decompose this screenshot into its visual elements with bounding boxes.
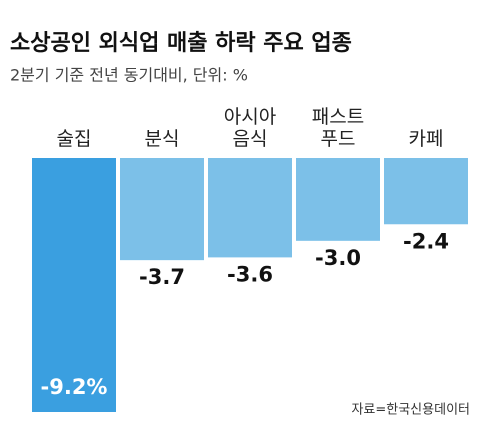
bar bbox=[120, 158, 204, 261]
value-label: -3.6 bbox=[227, 262, 273, 286]
chart-title: 소상공인 외식업 매출 하락 주요 업종 bbox=[10, 31, 352, 56]
bar bbox=[208, 158, 292, 258]
category-label: 술집 bbox=[56, 128, 92, 150]
category-label: 아시아 음식 bbox=[223, 106, 277, 150]
value-label: -9.2% bbox=[41, 375, 108, 399]
chart-subtitle: 2분기 기준 전년 동기대비, 단위: % bbox=[10, 66, 248, 85]
value-label: -3.7 bbox=[139, 265, 185, 289]
category-label: 패스트 푸드 bbox=[311, 106, 365, 150]
category-label: 카페 bbox=[408, 128, 444, 150]
bar bbox=[296, 158, 380, 241]
bar bbox=[32, 158, 116, 412]
bar bbox=[384, 158, 468, 225]
source: 자료=한국신용데이터 bbox=[351, 403, 470, 418]
category-label: 분식 bbox=[144, 128, 180, 150]
value-label: -3.0 bbox=[315, 246, 361, 270]
value-label: -2.4 bbox=[403, 229, 449, 253]
